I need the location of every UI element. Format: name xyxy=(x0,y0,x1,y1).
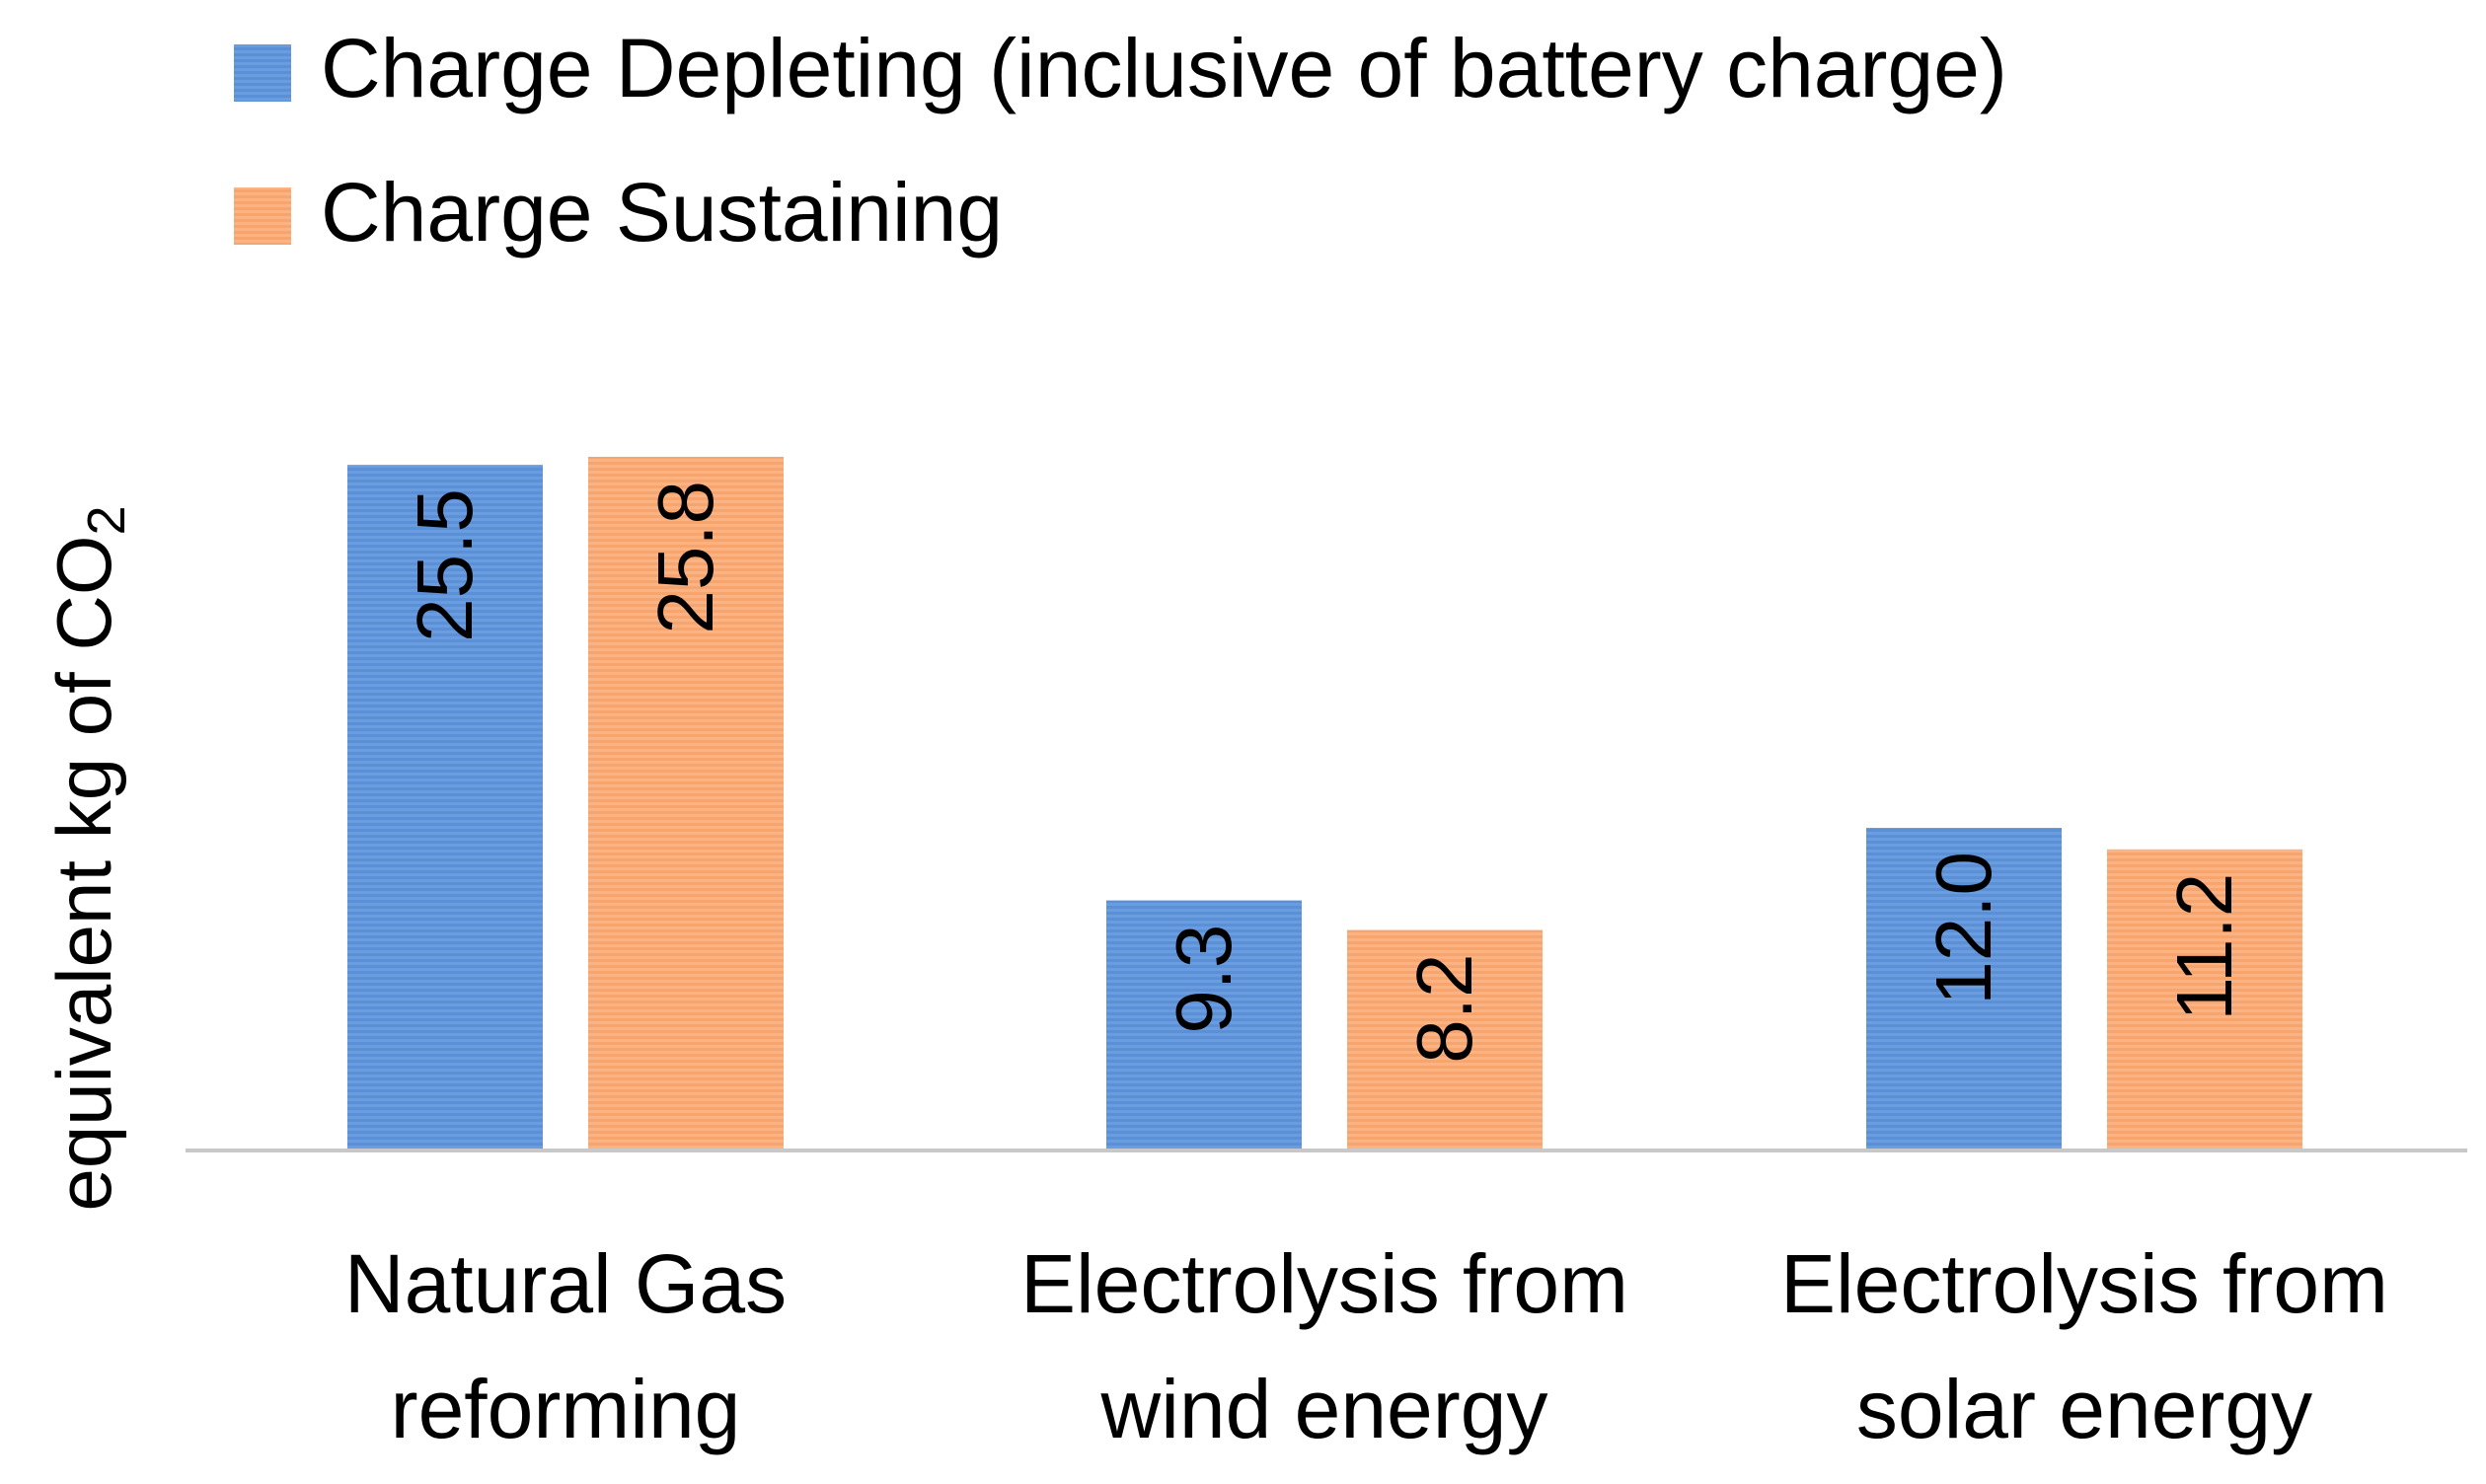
category-label-line: Natural Gas xyxy=(344,1237,787,1330)
category-label-line: reforming xyxy=(391,1363,741,1455)
data-label-charge-sustaining-natural-gas-reforming: 25.8 xyxy=(641,481,729,634)
category-label-line: solar energy xyxy=(1856,1363,2312,1455)
data-label-charge-sustaining-electrolysis-from-wind-energy: 8.2 xyxy=(1400,954,1488,1064)
bar-charge-depleting-natural-gas-reforming xyxy=(347,465,543,1150)
y-axis-label-main: equivalent kg of CO xyxy=(40,535,127,1211)
legend: Charge Depleting (inclusive of battery c… xyxy=(234,22,2007,259)
legend-item-charge-depleting: Charge Depleting (inclusive of battery c… xyxy=(234,22,2007,114)
data-label-charge-depleting-electrolysis-from-solar-energy: 12.0 xyxy=(1920,852,2007,1005)
category-label-line: Electrolysis from xyxy=(1020,1237,1628,1330)
legend-item-charge-sustaining: Charge Sustaining xyxy=(234,166,1003,259)
category-label-electrolysis-from-solar-energy: Electrolysis from solar energy xyxy=(1780,1237,2388,1455)
bar-charge-depleting-electrolysis-from-wind-energy xyxy=(1106,900,1302,1150)
data-label-charge-depleting-natural-gas-reforming: 25.5 xyxy=(401,488,489,642)
y-axis-label-subscript: 2 xyxy=(77,505,136,535)
category-label-electrolysis-from-wind-energy: Electrolysis from wind energy xyxy=(1020,1237,1628,1455)
bar-charge-depleting-electrolysis-from-solar-energy xyxy=(1866,828,2062,1150)
legend-label-charge-sustaining: Charge Sustaining xyxy=(321,166,1003,259)
bar-charge-sustaining-electrolysis-from-wind-energy xyxy=(1347,929,1543,1150)
bar-charge-sustaining-electrolysis-from-solar-energy xyxy=(2107,849,2302,1150)
y-axis-label: equivalent kg of CO2 xyxy=(40,505,136,1211)
value-labels-layer: 25.5 25.8 9.3 8.2 12.0 11.2 xyxy=(401,481,2248,1064)
legend-label-charge-depleting: Charge Depleting (inclusive of battery c… xyxy=(321,22,2007,114)
legend-swatch-charge-sustaining xyxy=(234,187,291,245)
data-label-charge-depleting-electrolysis-from-wind-energy: 9.3 xyxy=(1160,925,1247,1034)
category-label-natural-gas-reforming: Natural Gas reforming xyxy=(344,1237,787,1455)
category-label-line: Electrolysis from xyxy=(1780,1237,2388,1330)
category-labels-layer: Natural Gas reforming Electrolysis from win… xyxy=(344,1237,2388,1455)
category-label-line: wind energy xyxy=(1100,1363,1548,1455)
bar-charge-sustaining-natural-gas-reforming xyxy=(588,456,784,1150)
legend-swatch-charge-depleting xyxy=(234,44,291,102)
data-label-charge-sustaining-electrolysis-from-solar-energy: 11.2 xyxy=(2160,873,2248,1021)
bars-layer xyxy=(347,456,2302,1150)
